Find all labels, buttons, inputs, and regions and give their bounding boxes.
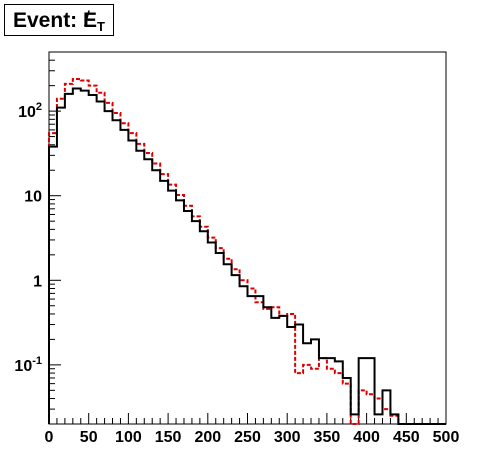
x-tick-label: 200 [194,429,221,446]
x-tick-label: 0 [45,429,54,446]
x-tick-label: 100 [115,429,142,446]
y-tick-label: 102 [18,101,42,121]
x-tick-label: 350 [314,429,341,446]
y-tick-label: 1 [33,273,42,290]
y-tick-label: 10-1 [14,355,42,375]
x-tick-label: 400 [353,429,380,446]
x-tick-label: 50 [80,429,98,446]
histogram-line-series-2 [48,77,446,425]
x-tick-label: 500 [433,429,460,446]
x-tick-label: 250 [234,429,261,446]
title-slash: / [84,8,90,31]
chart-title: Event: E / T [4,4,114,36]
histogram-line-series-1 [48,87,446,425]
title-met-symbol: E / [83,5,97,36]
plot-frame [48,51,447,425]
x-tick-labels: 0 50 100 150 200 250 300 350 400 450 500 [45,429,460,446]
y-tick-labels: 102 10 1 10-1 [14,101,42,375]
title-prefix: Event: [13,9,84,32]
axis-ticks [48,51,447,425]
x-tick-label: 300 [274,429,301,446]
x-tick-label: 150 [155,429,182,446]
y-tick-label: 10 [24,189,42,206]
series-red-dashed [48,77,446,425]
x-tick-label: 450 [393,429,420,446]
title-subscript: T [97,19,105,34]
series-black-solid [48,87,446,425]
